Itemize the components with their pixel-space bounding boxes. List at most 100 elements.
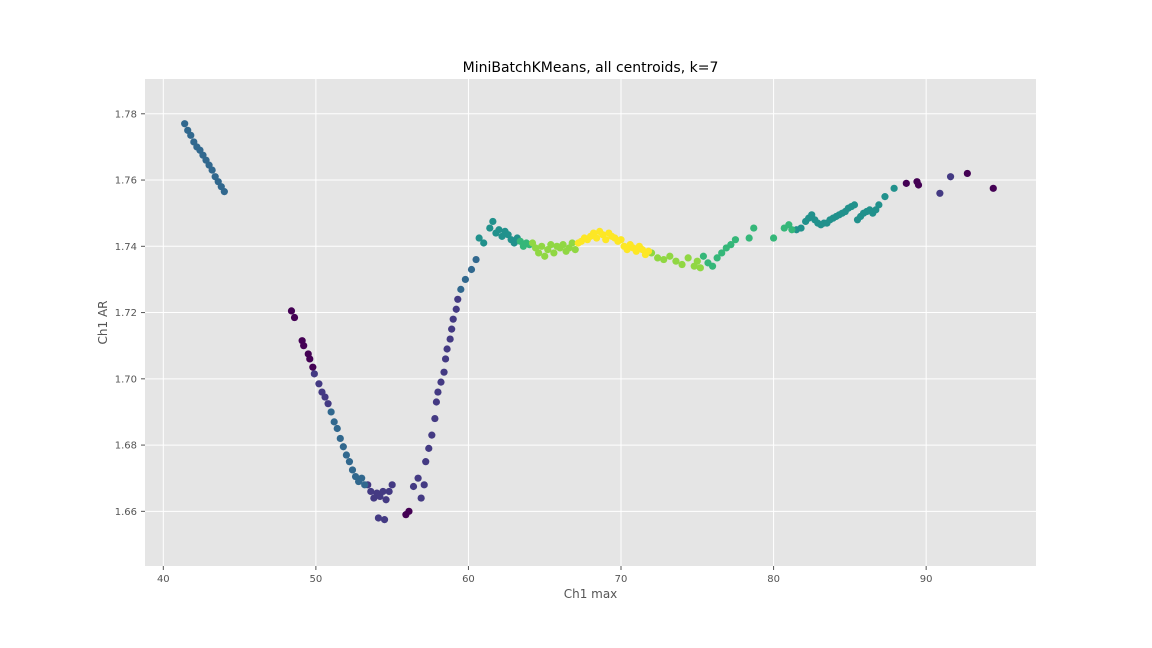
- data-point: [693, 257, 701, 265]
- data-point: [333, 424, 341, 433]
- data-point: [309, 363, 317, 371]
- data-point: [699, 252, 708, 260]
- y-axis-label: Ch1 AR: [96, 301, 110, 345]
- data-point: [431, 414, 439, 423]
- data-point: [727, 241, 735, 249]
- data-point: [441, 355, 450, 363]
- data-point: [382, 496, 390, 504]
- data-point: [457, 285, 465, 293]
- data-point: [745, 234, 753, 242]
- data-point: [348, 466, 357, 474]
- data-point: [428, 431, 436, 439]
- data-point: [315, 380, 323, 388]
- data-point: [750, 224, 758, 232]
- data-point: [290, 313, 299, 322]
- y-tick-label: 1.78: [115, 109, 137, 120]
- data-point: [380, 516, 389, 524]
- data-point: [568, 239, 576, 247]
- data-point: [448, 325, 456, 333]
- data-point: [617, 236, 625, 244]
- data-point: [660, 255, 668, 264]
- data-point: [708, 262, 717, 270]
- data-point: [875, 201, 883, 209]
- data-point: [336, 434, 344, 443]
- x-tick-label: 40: [157, 574, 170, 585]
- data-point: [797, 224, 805, 232]
- y-tick-label: 1.68: [115, 441, 137, 452]
- y-tick-label: 1.74: [115, 242, 137, 253]
- data-point: [437, 378, 445, 386]
- data-point: [379, 487, 387, 496]
- data-point: [472, 255, 480, 264]
- data-point: [330, 418, 338, 426]
- data-point: [890, 184, 898, 192]
- cluster-0-series: [287, 169, 997, 519]
- data-point: [287, 307, 296, 315]
- data-point: [902, 179, 910, 187]
- data-point: [489, 217, 497, 226]
- x-tick-label: 70: [615, 574, 628, 585]
- data-point: [187, 131, 195, 139]
- data-point: [467, 265, 476, 274]
- x-axis-label: Ch1 max: [564, 587, 618, 601]
- data-point: [385, 487, 393, 496]
- data-point: [936, 189, 944, 197]
- data-point: [454, 295, 462, 303]
- data-point: [449, 315, 457, 323]
- y-tick-label: 1.70: [115, 374, 137, 385]
- data-point: [713, 254, 721, 262]
- y-tick-label: 1.66: [115, 507, 137, 518]
- x-tick-label: 80: [767, 574, 780, 585]
- data-point: [963, 169, 971, 178]
- data-point: [446, 335, 454, 343]
- data-point: [946, 173, 955, 181]
- cluster-6-series: [574, 227, 653, 259]
- data-point: [480, 239, 488, 247]
- data-point: [559, 241, 567, 249]
- data-point: [541, 252, 549, 260]
- data-point: [367, 487, 375, 496]
- data-point: [475, 234, 483, 242]
- cluster-2-series: [181, 120, 480, 489]
- x-tick-labels: 40 50 60 70 80 90: [157, 566, 933, 585]
- data-point: [486, 224, 494, 232]
- cluster-4-series: [516, 221, 796, 270]
- data-point: [327, 408, 335, 416]
- data-point: [696, 264, 704, 272]
- data-point: [678, 260, 686, 269]
- cluster-3-series: [475, 184, 898, 247]
- data-point: [409, 482, 418, 491]
- data-point: [345, 458, 354, 466]
- data-point: [374, 514, 383, 522]
- data-point: [602, 236, 610, 244]
- data-point: [850, 201, 859, 209]
- data-point: [718, 249, 726, 257]
- data-point: [769, 234, 778, 242]
- data-point: [417, 494, 425, 502]
- data-point: [672, 257, 680, 265]
- data-point: [425, 444, 433, 452]
- data-point: [654, 254, 662, 262]
- data-point: [989, 184, 997, 192]
- data-point: [300, 342, 308, 350]
- data-point: [914, 181, 923, 189]
- data-point: [388, 481, 396, 489]
- x-tick-label: 60: [462, 574, 475, 585]
- data-point: [181, 120, 189, 128]
- data-point: [644, 247, 653, 255]
- data-point: [666, 252, 674, 260]
- data-point: [452, 305, 460, 313]
- x-tick-label: 50: [310, 574, 323, 585]
- data-point: [310, 370, 318, 378]
- data-point: [571, 246, 579, 254]
- data-point: [414, 474, 422, 482]
- data-point: [731, 236, 740, 244]
- data-point: [321, 393, 329, 401]
- data-point: [495, 226, 503, 234]
- data-point: [342, 451, 350, 459]
- plot-background: [145, 79, 1036, 566]
- data-point: [339, 443, 347, 451]
- data-point: [208, 166, 216, 174]
- data-point: [361, 481, 369, 489]
